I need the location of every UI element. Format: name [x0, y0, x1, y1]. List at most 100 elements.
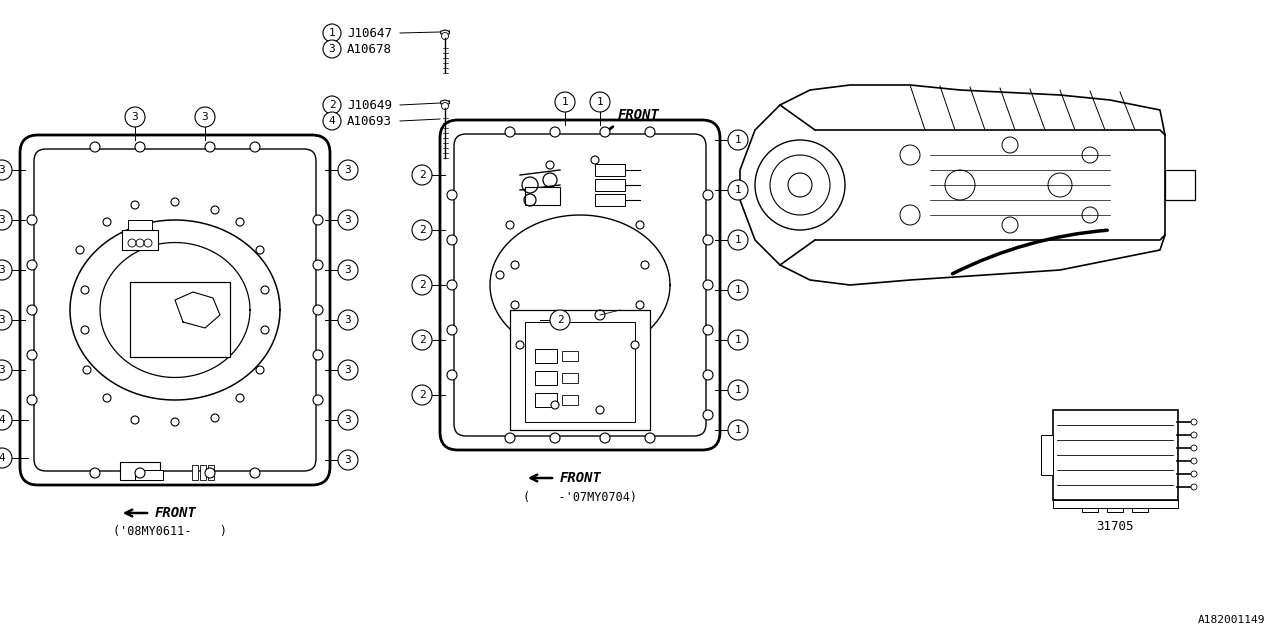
Text: J10647: J10647 [347, 26, 392, 40]
Circle shape [591, 156, 599, 164]
Circle shape [125, 107, 145, 127]
Circle shape [550, 433, 561, 443]
Bar [535, 393, 557, 407]
Circle shape [314, 215, 323, 225]
Circle shape [323, 96, 340, 114]
Circle shape [261, 326, 269, 334]
Circle shape [550, 127, 561, 137]
FancyBboxPatch shape [440, 120, 721, 450]
Text: 3: 3 [344, 315, 352, 325]
Circle shape [412, 330, 433, 350]
Circle shape [236, 218, 244, 226]
Circle shape [81, 286, 90, 294]
Circle shape [314, 260, 323, 270]
Circle shape [550, 401, 559, 409]
Circle shape [1190, 419, 1197, 425]
Text: 3: 3 [0, 265, 5, 275]
Circle shape [102, 218, 111, 226]
Circle shape [27, 350, 37, 360]
Circle shape [447, 190, 457, 200]
Text: J10649: J10649 [347, 99, 392, 111]
Circle shape [600, 433, 611, 443]
Circle shape [338, 450, 358, 470]
Bar [1132, 500, 1148, 512]
Text: 4: 4 [0, 453, 5, 463]
Circle shape [134, 142, 145, 152]
Circle shape [442, 102, 448, 109]
Circle shape [1190, 484, 1197, 490]
Circle shape [728, 130, 748, 150]
Circle shape [556, 92, 575, 112]
Circle shape [636, 221, 644, 229]
Bar [122, 230, 157, 250]
FancyBboxPatch shape [35, 149, 316, 471]
Text: 1: 1 [596, 97, 603, 107]
Circle shape [1190, 471, 1197, 477]
FancyBboxPatch shape [454, 134, 707, 436]
Bar [595, 194, 625, 206]
Circle shape [172, 418, 179, 426]
Bar [120, 462, 160, 480]
Circle shape [506, 221, 515, 229]
Circle shape [0, 310, 12, 330]
Circle shape [338, 210, 358, 230]
Circle shape [131, 416, 140, 424]
Bar [1165, 170, 1196, 200]
Text: 3: 3 [0, 165, 5, 175]
Text: 3: 3 [344, 265, 352, 275]
Circle shape [511, 301, 518, 309]
Circle shape [412, 165, 433, 185]
Text: 3: 3 [344, 215, 352, 225]
Text: 2: 2 [419, 170, 425, 180]
Bar [535, 349, 557, 363]
Circle shape [0, 210, 12, 230]
Text: FRONT: FRONT [561, 471, 602, 485]
Text: 1: 1 [735, 135, 741, 145]
Circle shape [323, 112, 340, 130]
Text: 2: 2 [557, 315, 563, 325]
Text: 31705: 31705 [1096, 520, 1134, 532]
Circle shape [703, 235, 713, 245]
Circle shape [261, 286, 269, 294]
Text: 1: 1 [735, 235, 741, 245]
Text: 1: 1 [735, 425, 741, 435]
Bar [562, 395, 579, 405]
Circle shape [412, 275, 433, 295]
Circle shape [412, 220, 433, 240]
Circle shape [645, 433, 655, 443]
Circle shape [0, 410, 12, 430]
Text: 1: 1 [735, 385, 741, 395]
Circle shape [1190, 445, 1197, 451]
Circle shape [703, 325, 713, 335]
Circle shape [256, 246, 264, 254]
Circle shape [338, 410, 358, 430]
Bar [131, 282, 230, 357]
Circle shape [27, 305, 37, 315]
Circle shape [728, 180, 748, 200]
Circle shape [0, 260, 12, 280]
Circle shape [728, 230, 748, 250]
Text: 3: 3 [344, 415, 352, 425]
Bar [509, 310, 650, 430]
Bar [1082, 500, 1098, 512]
Circle shape [76, 246, 84, 254]
Text: 3: 3 [344, 455, 352, 465]
Circle shape [90, 468, 100, 478]
Circle shape [506, 127, 515, 137]
Text: (    -'07MY0704): ( -'07MY0704) [524, 490, 637, 504]
Circle shape [412, 385, 433, 405]
Circle shape [205, 468, 215, 478]
Circle shape [550, 310, 570, 330]
Circle shape [338, 310, 358, 330]
Bar [209, 465, 214, 480]
Circle shape [728, 330, 748, 350]
Text: 2: 2 [419, 225, 425, 235]
Circle shape [511, 261, 518, 269]
Circle shape [90, 142, 100, 152]
Text: ('08MY0611-    ): ('08MY0611- ) [113, 525, 227, 538]
Circle shape [314, 350, 323, 360]
Circle shape [338, 160, 358, 180]
Circle shape [205, 142, 215, 152]
Circle shape [134, 468, 145, 478]
Text: 1: 1 [562, 97, 568, 107]
